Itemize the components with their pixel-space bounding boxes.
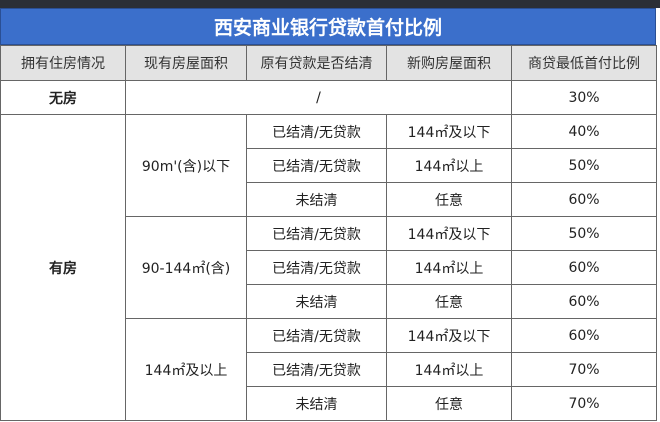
ratio-cell: 50% [511,148,657,183]
loan-cleared-cell: 未结清 [246,386,387,421]
table-title: 西安商业银行贷款首付比例 [0,8,656,45]
table-row: 90-144㎡(含) 已结清/无贷款 144㎡及以下 50% [1,216,657,319]
table-row: 未结清 任意 60% [1,284,657,319]
loan-cleared-cell: 已结清/无贷款 [246,216,387,251]
ratio-cell: 50% [511,216,657,251]
new-area-cell: 任意 [386,386,512,421]
ratio-cell: 60% [511,284,657,319]
no-house-label: 无房 [0,80,126,115]
ratio-cell: 70% [511,352,657,387]
down-payment-table: 拥有住房情况 现有房屋面积 原有贷款是否结清 新购房屋面积 商贷最低首付比例 无… [0,45,657,421]
existing-area-cell: 90m'(含)以下 [125,114,247,217]
header-row: 拥有住房情况 现有房屋面积 原有贷款是否结清 新购房屋面积 商贷最低首付比例 [0,45,657,81]
new-area-cell: 任意 [386,284,512,319]
new-area-cell: 144㎡及以下 [386,216,512,251]
header-cell: 商贷最低首付比例 [511,45,657,81]
table-row: 有房 90m'(含)以下 已结清/无贷款 144㎡及以下 40% [0,114,657,421]
new-area-cell: 144㎡以上 [386,352,512,387]
new-area-cell: 144㎡及以下 [386,318,512,353]
header-cell: 拥有住房情况 [0,45,126,81]
loan-cleared-cell: 已结清/无贷款 [246,250,387,285]
table-row: 已结清/无贷款 144㎡以上 70% [1,352,657,387]
existing-area-cell: 144㎡及以上 [125,318,247,421]
loan-cleared-cell: 已结清/无贷款 [246,114,387,149]
new-area-cell: 144㎡以上 [386,250,512,285]
table-row: 未结清 任意 70% [1,386,657,421]
no-house-middle: / [125,80,512,115]
table-row: 144㎡及以上 已结清/无贷款 144㎡及以下 60% [1,318,657,421]
existing-area-cell: 90-144㎡(含) [125,216,247,319]
loan-cleared-cell: 已结清/无贷款 [246,318,387,353]
ratio-cell: 30% [511,80,657,115]
top-strip [0,0,660,8]
loan-cleared-cell: 未结清 [246,284,387,319]
ratio-cell: 60% [511,250,657,285]
ratio-cell: 40% [511,114,657,149]
new-area-cell: 任意 [386,182,512,217]
loan-cleared-cell: 未结清 [246,182,387,217]
ratio-cell: 70% [511,386,657,421]
header-cell: 原有贷款是否结清 [246,45,387,81]
header-cell: 新购房屋面积 [386,45,512,81]
loan-cleared-cell: 已结清/无贷款 [246,352,387,387]
has-house-label: 有房 [0,114,126,421]
header-cell: 现有房屋面积 [125,45,247,81]
table-row: 已结清/无贷款 144㎡以上 50% [1,148,657,183]
table-row: 无房 / 30% [0,80,657,115]
table-row: 已结清/无贷款 144㎡以上 60% [1,250,657,285]
ratio-cell: 60% [511,318,657,353]
new-area-cell: 144㎡以上 [386,148,512,183]
loan-cleared-cell: 已结清/无贷款 [246,148,387,183]
new-area-cell: 144㎡及以下 [386,114,512,149]
table-row: 未结清 任意 60% [1,182,657,217]
ratio-cell: 60% [511,182,657,217]
